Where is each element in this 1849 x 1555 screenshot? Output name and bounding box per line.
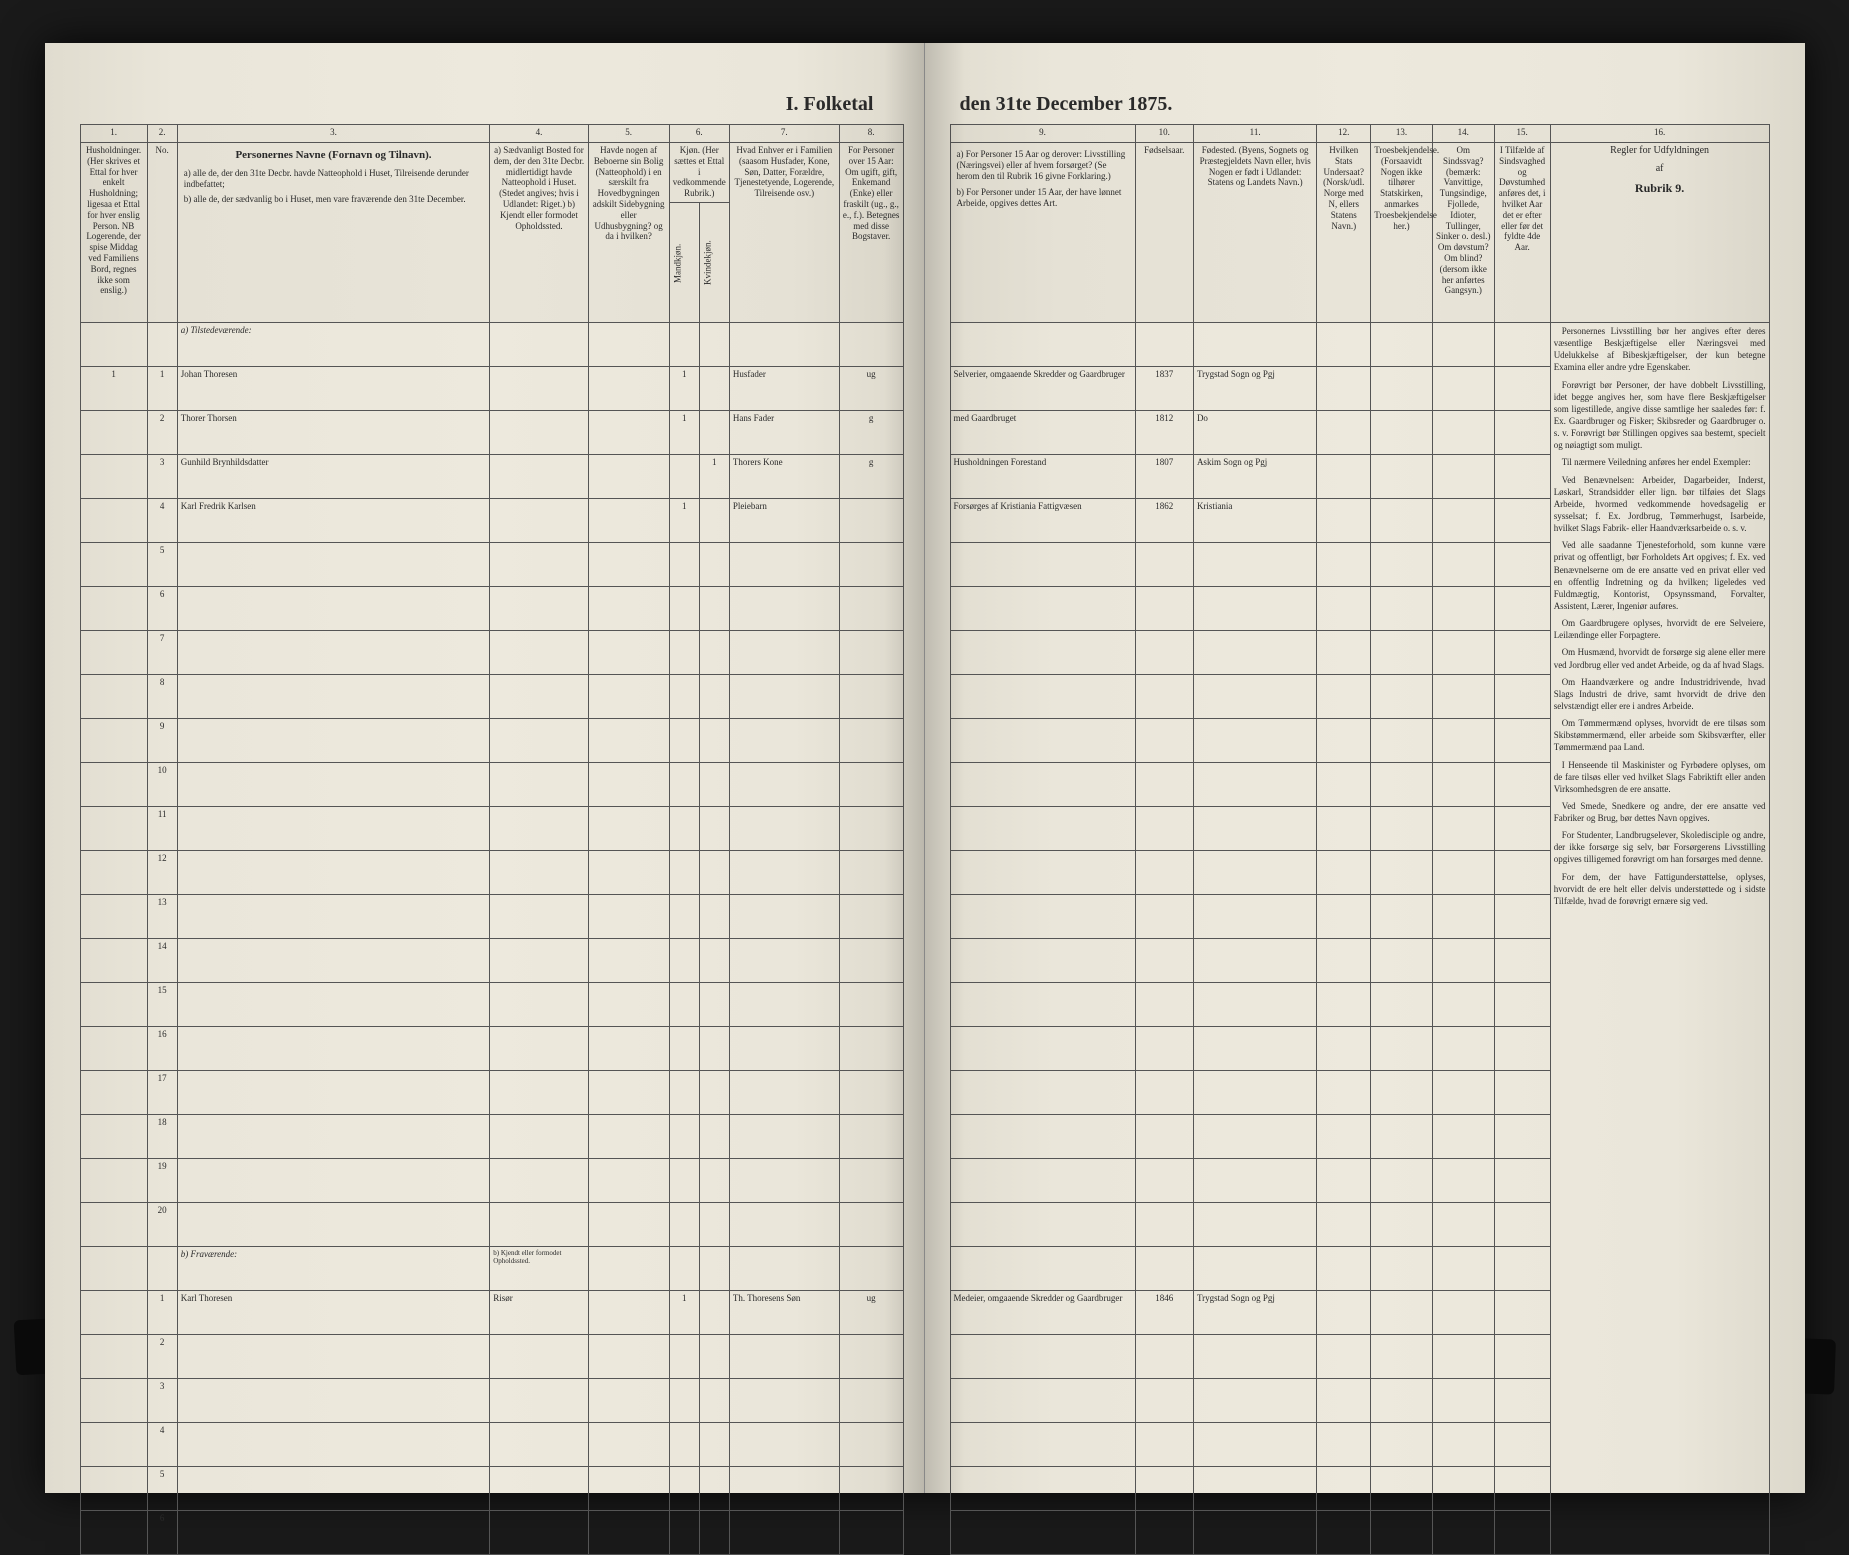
empty-row: 8 [80, 675, 903, 719]
birthplace: Trygstad Sogn og Pgj [1193, 367, 1316, 411]
birth-year: 1812 [1135, 411, 1193, 455]
col-num: 15. [1494, 125, 1550, 143]
person-row: 3 Gunhild Brynhildsdatter 1 Thorers Kone… [80, 455, 903, 499]
section-a-label: a) Tilstedeværende: [177, 323, 490, 367]
col-num: 11. [1193, 125, 1316, 143]
census-ledger-book: I. Folketal 1. 2. 3. 4. 5. 6. 7. 8. [45, 43, 1805, 1493]
header-disability-year: I Tilfælde af Sindsvaghed og Døvstumhed … [1494, 143, 1550, 323]
col-num: 5. [588, 125, 669, 143]
occupation: Selverier, omgaaende Skredder og Gaardbr… [950, 367, 1135, 411]
header-bolig: Havde nogen af Beboerne sin Bolig (Natte… [588, 143, 669, 323]
empty-row: 4 [80, 1423, 903, 1467]
birth-year: 1807 [1135, 455, 1193, 499]
birth-year: 1862 [1135, 499, 1193, 543]
empty-row: 3 [80, 1379, 903, 1423]
person-row: 4 Karl Fredrik Karlsen 1 Pleiebarn [80, 499, 903, 543]
empty-row: 14 [80, 939, 903, 983]
header-birthplace: Fødested. (Byens, Sognets og Præstegjeld… [1193, 143, 1316, 323]
empty-row: 16 [80, 1027, 903, 1071]
birthplace: Do [1193, 411, 1316, 455]
header-no: No. [147, 143, 177, 323]
empty-row: 2 [80, 1335, 903, 1379]
col-num: 13. [1371, 125, 1433, 143]
header-female: Kvindekjøn. [699, 203, 729, 323]
empty-row: 6 [80, 1511, 903, 1555]
col-num: 14. [1432, 125, 1494, 143]
col-num: 9. [950, 125, 1135, 143]
header-religion: Troesbekjendelse. (Forsaavidt Nogen ikke… [1371, 143, 1433, 323]
page-title-right: den 31te December 1875. [950, 93, 1770, 116]
header-disability: Om Sindssvag? (bemærk: Vanvittige, Tungs… [1432, 143, 1494, 323]
col-num: 12. [1317, 125, 1371, 143]
person-name: Gunhild Brynhildsdatter [177, 455, 490, 499]
empty-row: 7 [80, 631, 903, 675]
page-title-left: I. Folketal [80, 93, 904, 116]
census-table-left: 1. 2. 3. 4. 5. 6. 7. 8. Husholdninger. (… [80, 124, 904, 1555]
birthplace: Kristiania [1193, 499, 1316, 543]
occupation: med Gaardbruget [950, 411, 1135, 455]
empty-row: 9 [80, 719, 903, 763]
section-b-label: b) Fraværende: [177, 1247, 490, 1291]
empty-row: 13 [80, 895, 903, 939]
header-sex: Kjøn. (Her sættes et Ettal i vedkommende… [669, 143, 729, 203]
col-num: 8. [839, 125, 903, 143]
header-relation: Hvad Enhver er i Familien (saasom Husfad… [729, 143, 839, 323]
header-household: Husholdninger. (Her skrives et Ettal for… [80, 143, 147, 323]
header-state: Hvilken Stats Undersaat? (Norsk/udl. Nor… [1317, 143, 1371, 323]
birthplace: Askim Sogn og Pgj [1193, 455, 1316, 499]
instructions-column: Personernes Livsstilling bør her angives… [1550, 323, 1769, 1555]
person-name: Karl Thoresen [177, 1291, 490, 1335]
person-name: Karl Fredrik Karlsen [177, 499, 490, 543]
empty-row: 5 [80, 1467, 903, 1511]
col-num: 4. [490, 125, 588, 143]
header-occupation: a) For Personer 15 Aar og derover: Livss… [950, 143, 1135, 323]
birth-year: 1837 [1135, 367, 1193, 411]
col-num: 7. [729, 125, 839, 143]
col-num: 2. [147, 125, 177, 143]
left-page: I. Folketal 1. 2. 3. 4. 5. 6. 7. 8. [45, 43, 925, 1493]
person-name: Johan Thoresen [177, 367, 490, 411]
empty-row: 20 [80, 1203, 903, 1247]
person-row: 2 Thorer Thorsen 1 Hans Fader g [80, 411, 903, 455]
col-num: 6. [669, 125, 729, 143]
header-male: Mandkjøn. [669, 203, 699, 323]
empty-row: 17 [80, 1071, 903, 1115]
empty-row: 15 [80, 983, 903, 1027]
header-bosted: a) Sædvanligt Bosted for dem, der den 31… [490, 143, 588, 323]
occupation: Husholdningen Forestand [950, 455, 1135, 499]
empty-row: 12 [80, 851, 903, 895]
col-num: 16. [1550, 125, 1769, 143]
empty-row: 6 [80, 587, 903, 631]
header-civil: For Personer over 15 Aar: Om ugift, gift… [839, 143, 903, 323]
person-name: Thorer Thorsen [177, 411, 490, 455]
census-table-right: 9. 10. 11. 12. 13. 14. 15. 16. a) For Pe… [950, 124, 1770, 1555]
occupation: Forsørges af Kristiania Fattigvæsen [950, 499, 1135, 543]
col-num: 1. [80, 125, 147, 143]
header-names: Personernes Navne (Fornavn og Tilnavn). … [177, 143, 490, 323]
person-row: 1 1 Johan Thoresen 1 Husfader ug [80, 367, 903, 411]
empty-row: 10 [80, 763, 903, 807]
empty-row: 5 [80, 543, 903, 587]
header-rules: Regler for Udfyldningen af Rubrik 9. [1550, 143, 1769, 323]
empty-row: 19 [80, 1159, 903, 1203]
empty-row: 11 [80, 807, 903, 851]
right-page: den 31te December 1875. 9. 10. 11. 12. 1… [925, 43, 1805, 1493]
person-row-absent: 1 Karl Thoresen Risør 1 Th. Thoresens Sø… [80, 1291, 903, 1335]
col-num: 3. [177, 125, 490, 143]
empty-row: 18 [80, 1115, 903, 1159]
col-num: 10. [1135, 125, 1193, 143]
header-birthyear: Fødselsaar. [1135, 143, 1193, 323]
